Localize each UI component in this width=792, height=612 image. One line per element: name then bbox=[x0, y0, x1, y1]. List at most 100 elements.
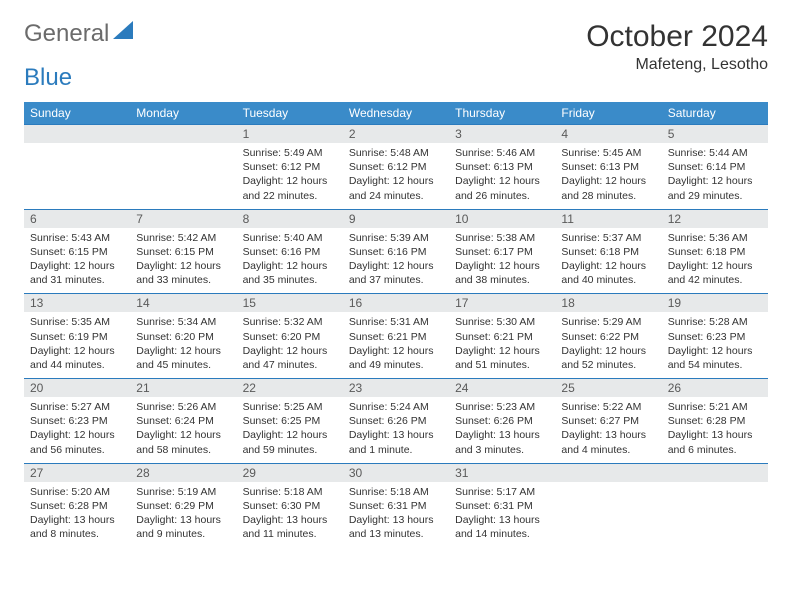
day-detail-cell: Sunrise: 5:24 AMSunset: 6:26 PMDaylight:… bbox=[343, 397, 449, 463]
daylight-text: Daylight: 12 hours and 33 minutes. bbox=[136, 259, 230, 287]
sunset-text: Sunset: 6:15 PM bbox=[30, 245, 124, 259]
sunrise-text: Sunrise: 5:36 AM bbox=[668, 231, 762, 245]
logo: General bbox=[24, 20, 135, 48]
sunrise-text: Sunrise: 5:42 AM bbox=[136, 231, 230, 245]
sunrise-text: Sunrise: 5:21 AM bbox=[668, 400, 762, 414]
day-detail-cell: Sunrise: 5:48 AMSunset: 6:12 PMDaylight:… bbox=[343, 143, 449, 209]
sunrise-text: Sunrise: 5:39 AM bbox=[349, 231, 443, 245]
daylight-text: Daylight: 12 hours and 31 minutes. bbox=[30, 259, 124, 287]
day-number-cell: 21 bbox=[130, 379, 236, 398]
sunset-text: Sunset: 6:25 PM bbox=[243, 414, 337, 428]
sunset-text: Sunset: 6:30 PM bbox=[243, 499, 337, 513]
sunrise-text: Sunrise: 5:48 AM bbox=[349, 146, 443, 160]
sunset-text: Sunset: 6:23 PM bbox=[30, 414, 124, 428]
daylight-text: Daylight: 12 hours and 38 minutes. bbox=[455, 259, 549, 287]
weekday-header: Friday bbox=[555, 102, 661, 125]
weekday-header: Monday bbox=[130, 102, 236, 125]
sunset-text: Sunset: 6:17 PM bbox=[455, 245, 549, 259]
sunrise-text: Sunrise: 5:34 AM bbox=[136, 315, 230, 329]
day-number-cell: 8 bbox=[237, 209, 343, 228]
daylight-text: Daylight: 12 hours and 42 minutes. bbox=[668, 259, 762, 287]
day-detail-cell: Sunrise: 5:31 AMSunset: 6:21 PMDaylight:… bbox=[343, 312, 449, 378]
sunrise-text: Sunrise: 5:35 AM bbox=[30, 315, 124, 329]
daylight-text: Daylight: 12 hours and 24 minutes. bbox=[349, 174, 443, 202]
daylight-text: Daylight: 12 hours and 47 minutes. bbox=[243, 344, 337, 372]
location: Mafeteng, Lesotho bbox=[586, 56, 768, 74]
day-detail-row: Sunrise: 5:43 AMSunset: 6:15 PMDaylight:… bbox=[24, 228, 768, 294]
sunset-text: Sunset: 6:20 PM bbox=[243, 330, 337, 344]
daylight-text: Daylight: 13 hours and 6 minutes. bbox=[668, 428, 762, 456]
sunrise-text: Sunrise: 5:22 AM bbox=[561, 400, 655, 414]
sunset-text: Sunset: 6:15 PM bbox=[136, 245, 230, 259]
daylight-text: Daylight: 12 hours and 40 minutes. bbox=[561, 259, 655, 287]
day-number-cell: 10 bbox=[449, 209, 555, 228]
day-detail-row: Sunrise: 5:49 AMSunset: 6:12 PMDaylight:… bbox=[24, 143, 768, 209]
daylight-text: Daylight: 12 hours and 22 minutes. bbox=[243, 174, 337, 202]
daylight-text: Daylight: 12 hours and 29 minutes. bbox=[668, 174, 762, 202]
sunrise-text: Sunrise: 5:25 AM bbox=[243, 400, 337, 414]
day-detail-row: Sunrise: 5:35 AMSunset: 6:19 PMDaylight:… bbox=[24, 312, 768, 378]
sunset-text: Sunset: 6:21 PM bbox=[455, 330, 549, 344]
daylight-text: Daylight: 13 hours and 1 minute. bbox=[349, 428, 443, 456]
sunset-text: Sunset: 6:27 PM bbox=[561, 414, 655, 428]
day-number-cell bbox=[130, 125, 236, 144]
daylight-text: Daylight: 12 hours and 52 minutes. bbox=[561, 344, 655, 372]
sunrise-text: Sunrise: 5:31 AM bbox=[349, 315, 443, 329]
sunrise-text: Sunrise: 5:28 AM bbox=[668, 315, 762, 329]
day-number-cell bbox=[24, 125, 130, 144]
daylight-text: Daylight: 12 hours and 44 minutes. bbox=[30, 344, 124, 372]
daylight-text: Daylight: 12 hours and 49 minutes. bbox=[349, 344, 443, 372]
day-detail-cell: Sunrise: 5:21 AMSunset: 6:28 PMDaylight:… bbox=[662, 397, 768, 463]
day-number-cell: 2 bbox=[343, 125, 449, 144]
daylight-text: Daylight: 12 hours and 56 minutes. bbox=[30, 428, 124, 456]
day-number-cell: 18 bbox=[555, 294, 661, 313]
sunrise-text: Sunrise: 5:19 AM bbox=[136, 485, 230, 499]
sunset-text: Sunset: 6:14 PM bbox=[668, 160, 762, 174]
daylight-text: Daylight: 13 hours and 4 minutes. bbox=[561, 428, 655, 456]
day-number-cell: 5 bbox=[662, 125, 768, 144]
day-detail-cell: Sunrise: 5:45 AMSunset: 6:13 PMDaylight:… bbox=[555, 143, 661, 209]
day-number-cell: 7 bbox=[130, 209, 236, 228]
daylight-text: Daylight: 13 hours and 13 minutes. bbox=[349, 513, 443, 541]
sunrise-text: Sunrise: 5:45 AM bbox=[561, 146, 655, 160]
sunset-text: Sunset: 6:26 PM bbox=[455, 414, 549, 428]
day-number-cell bbox=[662, 463, 768, 482]
day-number-cell: 25 bbox=[555, 379, 661, 398]
sunset-text: Sunset: 6:28 PM bbox=[30, 499, 124, 513]
day-detail-cell: Sunrise: 5:30 AMSunset: 6:21 PMDaylight:… bbox=[449, 312, 555, 378]
day-number-cell bbox=[555, 463, 661, 482]
sunset-text: Sunset: 6:22 PM bbox=[561, 330, 655, 344]
day-number-cell: 9 bbox=[343, 209, 449, 228]
day-detail-cell: Sunrise: 5:42 AMSunset: 6:15 PMDaylight:… bbox=[130, 228, 236, 294]
day-detail-cell: Sunrise: 5:18 AMSunset: 6:31 PMDaylight:… bbox=[343, 482, 449, 548]
day-detail-cell: Sunrise: 5:22 AMSunset: 6:27 PMDaylight:… bbox=[555, 397, 661, 463]
day-detail-cell bbox=[662, 482, 768, 548]
day-number-cell: 13 bbox=[24, 294, 130, 313]
sunset-text: Sunset: 6:21 PM bbox=[349, 330, 443, 344]
day-detail-cell: Sunrise: 5:39 AMSunset: 6:16 PMDaylight:… bbox=[343, 228, 449, 294]
day-detail-cell: Sunrise: 5:38 AMSunset: 6:17 PMDaylight:… bbox=[449, 228, 555, 294]
sunset-text: Sunset: 6:28 PM bbox=[668, 414, 762, 428]
sunrise-text: Sunrise: 5:44 AM bbox=[668, 146, 762, 160]
day-detail-row: Sunrise: 5:20 AMSunset: 6:28 PMDaylight:… bbox=[24, 482, 768, 548]
day-number-cell: 23 bbox=[343, 379, 449, 398]
daylight-text: Daylight: 12 hours and 28 minutes. bbox=[561, 174, 655, 202]
day-number-row: 12345 bbox=[24, 125, 768, 144]
sunset-text: Sunset: 6:29 PM bbox=[136, 499, 230, 513]
day-number-cell: 16 bbox=[343, 294, 449, 313]
day-detail-cell: Sunrise: 5:19 AMSunset: 6:29 PMDaylight:… bbox=[130, 482, 236, 548]
day-number-cell: 6 bbox=[24, 209, 130, 228]
day-detail-cell: Sunrise: 5:17 AMSunset: 6:31 PMDaylight:… bbox=[449, 482, 555, 548]
daylight-text: Daylight: 12 hours and 54 minutes. bbox=[668, 344, 762, 372]
sunrise-text: Sunrise: 5:18 AM bbox=[243, 485, 337, 499]
day-number-cell: 14 bbox=[130, 294, 236, 313]
daylight-text: Daylight: 13 hours and 8 minutes. bbox=[30, 513, 124, 541]
sunset-text: Sunset: 6:16 PM bbox=[349, 245, 443, 259]
day-number-cell: 26 bbox=[662, 379, 768, 398]
daylight-text: Daylight: 12 hours and 35 minutes. bbox=[243, 259, 337, 287]
sunset-text: Sunset: 6:13 PM bbox=[455, 160, 549, 174]
calendar-body: 12345Sunrise: 5:49 AMSunset: 6:12 PMDayl… bbox=[24, 125, 768, 548]
daylight-text: Daylight: 13 hours and 3 minutes. bbox=[455, 428, 549, 456]
day-detail-cell: Sunrise: 5:27 AMSunset: 6:23 PMDaylight:… bbox=[24, 397, 130, 463]
daylight-text: Daylight: 13 hours and 9 minutes. bbox=[136, 513, 230, 541]
